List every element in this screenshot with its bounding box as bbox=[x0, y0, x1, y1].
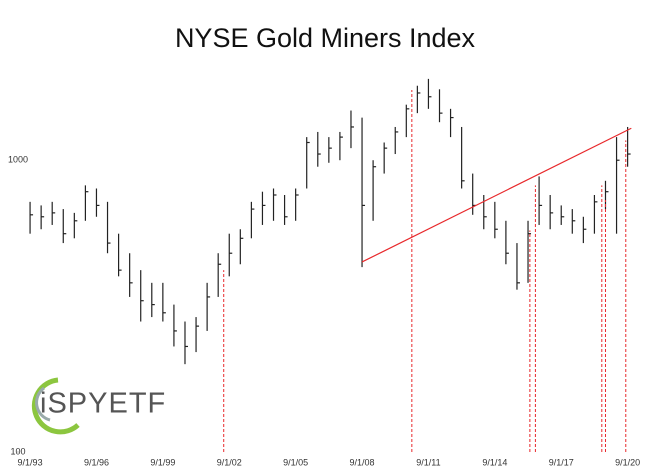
logo: iSPYETF bbox=[31, 377, 166, 435]
x-tick-label: 9/1/99 bbox=[150, 457, 175, 467]
x-tick-label: 9/1/96 bbox=[84, 457, 109, 467]
x-tick-label: 9/1/02 bbox=[217, 457, 242, 467]
x-tick-label: 9/1/11 bbox=[416, 457, 440, 467]
logo-swoosh bbox=[31, 377, 80, 435]
x-tick-label: 9/1/17 bbox=[549, 457, 574, 467]
x-tick-label: 9/1/14 bbox=[482, 457, 507, 467]
y-tick-label: 100 bbox=[10, 446, 25, 456]
x-tick-label: 9/1/93 bbox=[18, 457, 43, 467]
trendline bbox=[361, 127, 632, 263]
x-tick-label: 9/1/05 bbox=[283, 457, 308, 467]
chart-title: NYSE Gold Miners Index bbox=[175, 23, 476, 53]
logo-text: iSPYETF bbox=[40, 388, 166, 420]
x-tick-label: 9/1/20 bbox=[615, 457, 640, 467]
x-tick-label: 9/1/08 bbox=[350, 457, 375, 467]
y-tick-label: 1000 bbox=[8, 155, 28, 165]
logo-swoosh bbox=[35, 386, 51, 422]
